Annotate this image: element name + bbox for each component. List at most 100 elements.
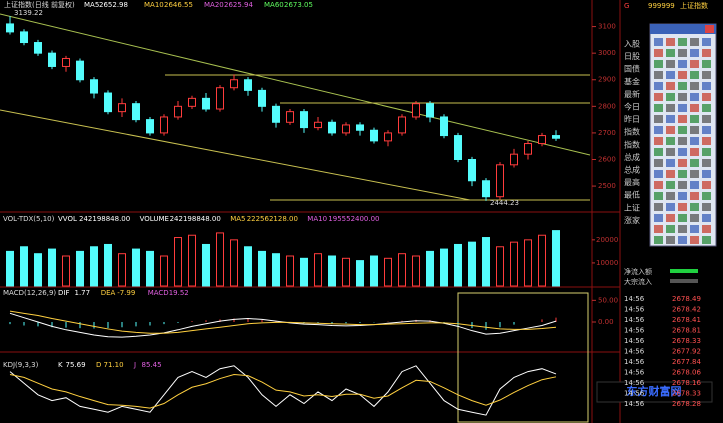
y-tick-label: 2700 [598, 129, 616, 137]
tool-icon[interactable] [702, 82, 711, 90]
tool-icon[interactable] [678, 203, 687, 211]
tool-icon[interactable] [678, 192, 687, 200]
tool-icon[interactable] [654, 137, 663, 145]
tool-icon[interactable] [654, 93, 663, 101]
tool-icon[interactable] [666, 159, 675, 167]
tool-icon[interactable] [690, 60, 699, 68]
tool-icon[interactable] [654, 225, 663, 233]
close-button[interactable] [705, 25, 714, 33]
tool-icon[interactable] [690, 181, 699, 189]
tool-icon[interactable] [678, 38, 687, 46]
tool-icon[interactable] [690, 137, 699, 145]
tool-icon[interactable] [702, 159, 711, 167]
tool-icon[interactable] [702, 49, 711, 57]
tool-icon[interactable] [690, 148, 699, 156]
tool-icon[interactable] [678, 236, 687, 244]
tool-icon[interactable] [666, 71, 675, 79]
tool-icon[interactable] [678, 60, 687, 68]
tool-icon[interactable] [702, 236, 711, 244]
tool-icon[interactable] [654, 148, 663, 156]
tool-icon[interactable] [666, 126, 675, 134]
tool-icon[interactable] [702, 148, 711, 156]
tool-icon[interactable] [666, 236, 675, 244]
tool-icon[interactable] [702, 71, 711, 79]
tool-icon[interactable] [690, 225, 699, 233]
tool-icon[interactable] [702, 93, 711, 101]
tool-icon[interactable] [702, 181, 711, 189]
tool-icon[interactable] [654, 115, 663, 123]
tool-icon[interactable] [678, 71, 687, 79]
tool-icon[interactable] [666, 60, 675, 68]
tool-icon[interactable] [690, 71, 699, 79]
tool-icon[interactable] [702, 126, 711, 134]
tool-icon[interactable] [654, 214, 663, 222]
tool-icon[interactable] [702, 104, 711, 112]
tool-icon[interactable] [678, 115, 687, 123]
tool-icon[interactable] [678, 126, 687, 134]
flow-bar [670, 269, 698, 273]
tool-icon[interactable] [666, 170, 675, 178]
tool-icon[interactable] [702, 192, 711, 200]
tool-icon[interactable] [666, 203, 675, 211]
tool-icon[interactable] [678, 225, 687, 233]
tool-icon[interactable] [654, 126, 663, 134]
tool-icon[interactable] [690, 93, 699, 101]
tool-icon[interactable] [654, 104, 663, 112]
tool-icon[interactable] [666, 93, 675, 101]
tool-icon[interactable] [678, 49, 687, 57]
tool-icon[interactable] [654, 49, 663, 57]
tool-icon[interactable] [690, 192, 699, 200]
tool-icon[interactable] [654, 38, 663, 46]
tool-icon[interactable] [702, 38, 711, 46]
tool-icon[interactable] [666, 181, 675, 189]
tool-icon[interactable] [678, 159, 687, 167]
tool-icon[interactable] [678, 148, 687, 156]
tool-icon[interactable] [702, 60, 711, 68]
tool-icon[interactable] [690, 203, 699, 211]
volume-bar [510, 241, 518, 287]
tool-icon[interactable] [702, 137, 711, 145]
tool-icon[interactable] [654, 60, 663, 68]
tool-icon[interactable] [690, 159, 699, 167]
tool-icon[interactable] [666, 148, 675, 156]
tool-icon[interactable] [678, 137, 687, 145]
tool-icon[interactable] [690, 49, 699, 57]
tool-icon[interactable] [666, 214, 675, 222]
tool-icon[interactable] [690, 170, 699, 178]
tool-icon[interactable] [702, 214, 711, 222]
tool-icon[interactable] [654, 170, 663, 178]
tool-icon[interactable] [666, 104, 675, 112]
tool-icon[interactable] [702, 203, 711, 211]
tool-icon[interactable] [654, 159, 663, 167]
tool-icon[interactable] [666, 137, 675, 145]
tool-icon[interactable] [666, 38, 675, 46]
tool-icon[interactable] [654, 181, 663, 189]
tool-icon[interactable] [666, 225, 675, 233]
tool-icon[interactable] [702, 225, 711, 233]
tool-icon[interactable] [690, 236, 699, 244]
tool-icon[interactable] [678, 82, 687, 90]
tool-icon[interactable] [654, 236, 663, 244]
toolbar[interactable] [649, 23, 717, 247]
tool-icon[interactable] [654, 192, 663, 200]
tool-icon[interactable] [678, 170, 687, 178]
tool-icon[interactable] [678, 214, 687, 222]
tool-icon[interactable] [666, 49, 675, 57]
tool-icon[interactable] [654, 203, 663, 211]
tool-icon[interactable] [690, 104, 699, 112]
tool-icon[interactable] [690, 214, 699, 222]
tool-icon[interactable] [702, 170, 711, 178]
tool-icon[interactable] [690, 115, 699, 123]
tool-icon[interactable] [678, 104, 687, 112]
tool-icon[interactable] [690, 82, 699, 90]
tool-icon[interactable] [666, 192, 675, 200]
tool-icon[interactable] [666, 82, 675, 90]
tool-icon[interactable] [654, 82, 663, 90]
tool-icon[interactable] [702, 115, 711, 123]
tool-icon[interactable] [666, 115, 675, 123]
tool-icon[interactable] [678, 181, 687, 189]
tool-icon[interactable] [690, 126, 699, 134]
tool-icon[interactable] [654, 71, 663, 79]
tool-icon[interactable] [690, 38, 699, 46]
tool-icon[interactable] [678, 93, 687, 101]
